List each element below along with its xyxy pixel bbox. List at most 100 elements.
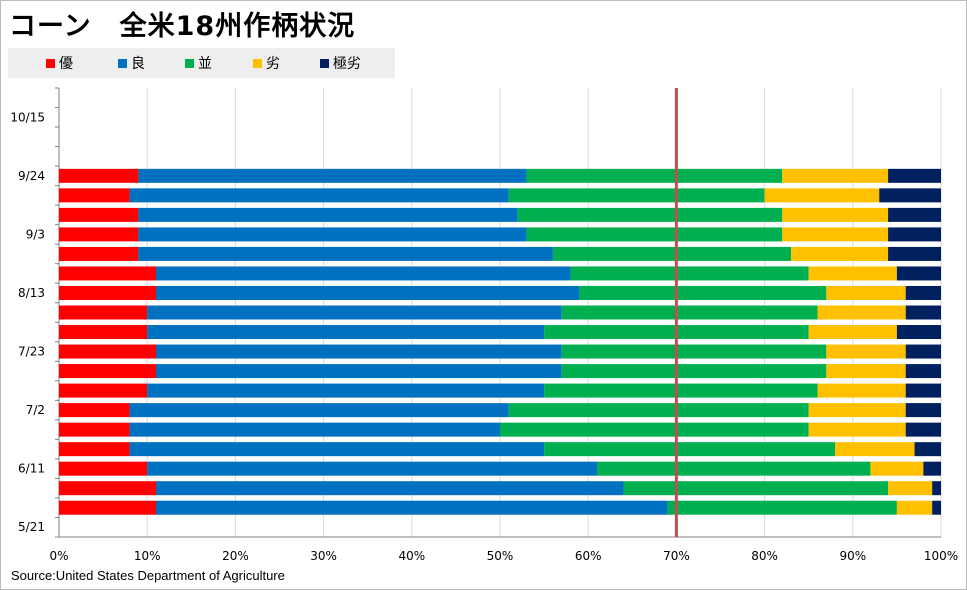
- y-tick-label: 9/3: [26, 227, 45, 241]
- bar-segment: [782, 207, 889, 222]
- bar-segment: [59, 422, 130, 437]
- bar-segment: [526, 227, 783, 242]
- bar-segment: [782, 168, 889, 183]
- bar-segment: [791, 246, 889, 261]
- legend-label-good: 良: [131, 56, 145, 72]
- bar-segment: [808, 266, 897, 281]
- bar-segment: [129, 422, 500, 437]
- bar-segment: [147, 305, 562, 320]
- bar-segment: [59, 168, 139, 183]
- bar-segment: [826, 344, 906, 359]
- bar-segment: [597, 461, 871, 476]
- bar-segment: [147, 383, 545, 398]
- bar-segment: [932, 481, 941, 496]
- bar-segment: [667, 500, 897, 515]
- bar-segment: [896, 500, 933, 515]
- bar-segment: [59, 500, 157, 515]
- bar-segment: [59, 461, 148, 476]
- bar-segment: [932, 500, 941, 515]
- bar-segment: [782, 227, 889, 242]
- legend-swatch-poor: [253, 58, 262, 68]
- y-tick-label: 8/13: [18, 286, 45, 300]
- bar-segment: [526, 168, 783, 183]
- x-tick-label: 90%: [839, 549, 866, 563]
- bar-segment: [156, 364, 562, 379]
- x-tick-label: 10%: [134, 549, 161, 563]
- legend-label-excellent: 優: [59, 56, 73, 72]
- bar-segment: [879, 188, 941, 203]
- x-tick-label: 30%: [310, 549, 337, 563]
- bar-segment: [147, 461, 598, 476]
- y-tick-label: 10/15: [10, 110, 45, 124]
- chart-title: コーン 全米18州作柄状況: [9, 11, 356, 42]
- legend-label-very-poor: 極劣: [333, 56, 361, 72]
- bar-segment: [905, 305, 941, 320]
- bar-segment: [888, 246, 941, 261]
- bar-segment: [570, 266, 809, 281]
- x-tick-label: 20%: [222, 549, 249, 563]
- y-tick-label: 7/23: [18, 345, 45, 359]
- x-tick-label: 0%: [49, 549, 68, 563]
- bar-segment: [561, 364, 827, 379]
- bar-segment: [59, 188, 130, 203]
- y-tick-label: 5/21: [18, 520, 45, 534]
- legend-label-poor: 劣: [266, 56, 280, 72]
- bar-segment: [59, 305, 148, 320]
- legend-item-fair: 並: [185, 54, 212, 72]
- bar-segment: [138, 207, 518, 222]
- bar-segment: [138, 168, 527, 183]
- bar-segment: [808, 403, 906, 418]
- bar-segment: [59, 364, 157, 379]
- bar-segment: [59, 325, 148, 340]
- bar-segment: [156, 500, 668, 515]
- bar-segment: [156, 344, 562, 359]
- bar-segment: [888, 227, 941, 242]
- bar-segment: [888, 168, 941, 183]
- legend: 優 良 並 劣 極劣: [8, 48, 395, 78]
- bar-segment: [129, 403, 509, 418]
- x-tick-label: 40%: [398, 549, 425, 563]
- bar-segment: [905, 364, 941, 379]
- bar-segment: [764, 188, 880, 203]
- bar-segment: [623, 481, 889, 496]
- bar-segment: [129, 188, 509, 203]
- legend-item-good: 良: [118, 54, 145, 72]
- y-tick-label: 7/2: [26, 403, 45, 417]
- bar-segment: [59, 344, 157, 359]
- bar-segment: [508, 188, 765, 203]
- bar-segment: [138, 227, 527, 242]
- x-tick-label: 60%: [575, 549, 602, 563]
- bar-segment: [896, 325, 941, 340]
- bar-segment: [817, 305, 906, 320]
- bar-segment: [579, 285, 827, 300]
- legend-swatch-very-poor: [320, 58, 329, 68]
- bar-segment: [561, 344, 827, 359]
- bar-segment: [59, 403, 130, 418]
- bar-segment: [826, 285, 906, 300]
- bar-segment: [59, 481, 157, 496]
- legend-swatch-good: [118, 58, 127, 68]
- bar-segment: [544, 442, 836, 457]
- bar-segment: [817, 383, 906, 398]
- bar-segment: [905, 344, 941, 359]
- legend-swatch-fair: [185, 58, 194, 68]
- legend-item-poor: 劣: [253, 54, 280, 72]
- bar-segment: [59, 383, 148, 398]
- bar-segment: [500, 422, 809, 437]
- bar-segment: [59, 227, 139, 242]
- bar-segment: [59, 207, 139, 222]
- bar-segment: [147, 325, 545, 340]
- bar-segment: [923, 461, 941, 476]
- bar-segment: [508, 403, 809, 418]
- bar-segment: [552, 246, 792, 261]
- x-tick-label: 100%: [924, 549, 958, 563]
- bar-segment: [544, 383, 818, 398]
- bar-segment: [517, 207, 783, 222]
- y-tick-label: 6/11: [18, 462, 45, 476]
- bar-segment: [896, 266, 941, 281]
- bar-segment: [905, 383, 941, 398]
- bar-segment: [808, 422, 906, 437]
- x-tick-label: 70%: [663, 549, 690, 563]
- legend-label-fair: 並: [198, 56, 212, 72]
